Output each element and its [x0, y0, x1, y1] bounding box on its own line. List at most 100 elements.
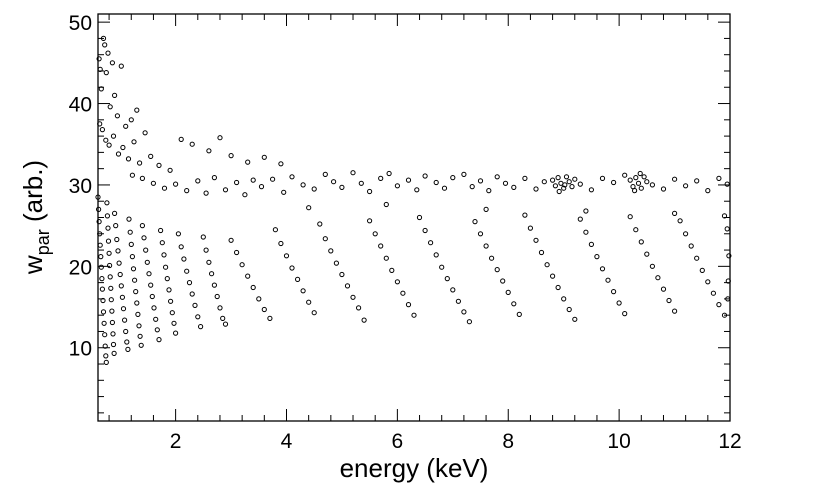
data-point [439, 264, 445, 270]
data-point [622, 172, 628, 178]
data-point [214, 293, 220, 300]
data-point [494, 267, 500, 273]
data-point [672, 210, 678, 216]
data-point [99, 286, 106, 292]
y-tick-labels: 10 20 30 40 50 [69, 12, 92, 361]
data-point [96, 56, 102, 62]
data-point [136, 323, 142, 329]
data-point [400, 290, 406, 296]
data-point [112, 92, 118, 99]
data-point [541, 179, 547, 185]
y-tick-label: 20 [69, 256, 92, 279]
data-point [114, 113, 121, 119]
data-point [378, 175, 384, 181]
data-point [699, 267, 705, 273]
data-point [153, 316, 159, 322]
data-point [358, 180, 364, 186]
data-point [450, 287, 456, 293]
data-point [154, 327, 160, 333]
data-point [483, 206, 489, 212]
data-point [433, 179, 439, 186]
data-point [331, 179, 337, 185]
data-point [433, 252, 439, 258]
data-point [505, 289, 511, 295]
data-point [716, 302, 722, 308]
data-point [217, 135, 223, 141]
data-point [441, 185, 448, 191]
data-point [200, 234, 206, 240]
data-point [178, 244, 184, 250]
data-point [97, 242, 103, 248]
data-point [120, 144, 126, 151]
data-point [178, 136, 184, 142]
data-point [144, 259, 150, 265]
data-point [555, 284, 561, 291]
axis-ticks [98, 14, 731, 421]
data-point [328, 248, 334, 254]
data-point [104, 200, 110, 206]
data-point [228, 153, 234, 159]
data-point [705, 279, 711, 285]
data-point [572, 176, 578, 182]
data-point [220, 315, 226, 321]
data-point [101, 320, 107, 326]
data-point [594, 254, 600, 260]
data-point [250, 177, 256, 183]
data-point [527, 225, 534, 231]
data-point [245, 273, 251, 279]
data-point [125, 156, 132, 162]
data-point [455, 298, 461, 304]
data-point [164, 276, 170, 282]
data-point [122, 317, 128, 323]
data-point [627, 214, 633, 220]
data-point [250, 284, 256, 291]
data-point [234, 179, 240, 186]
data-point [129, 172, 135, 178]
data-point [234, 249, 240, 256]
data-point [124, 339, 130, 345]
data-point [486, 188, 492, 194]
data-point [169, 310, 175, 316]
data-point [132, 277, 138, 283]
data-point [245, 159, 251, 165]
data-point [461, 171, 467, 177]
data-point [461, 309, 467, 315]
data-point [588, 187, 595, 193]
data-point [637, 170, 643, 177]
data-point [550, 177, 556, 183]
data-point [566, 179, 572, 185]
data-point [161, 185, 168, 191]
data-point [394, 183, 400, 189]
data-point [195, 314, 201, 320]
data-point [195, 178, 201, 184]
data-point [103, 353, 109, 359]
data-point [105, 225, 111, 231]
data-point [114, 236, 120, 243]
data-point [106, 142, 112, 148]
data-point [116, 260, 122, 266]
x-tick-label: 8 [502, 430, 514, 453]
data-point [599, 266, 606, 272]
y-axis-title-tail: (arb.) [18, 160, 48, 229]
data-point [134, 107, 140, 113]
data-point [716, 175, 722, 181]
data-point [522, 212, 528, 218]
data-point [117, 271, 123, 278]
x-tick-label: 4 [281, 430, 293, 453]
data-point [611, 289, 617, 295]
data-point [599, 175, 606, 181]
data-point [383, 201, 389, 208]
data-point [644, 251, 650, 257]
x-tick-label: 2 [170, 430, 182, 453]
data-point [644, 179, 650, 185]
data-point [572, 316, 578, 322]
data-point [150, 180, 156, 186]
data-point [128, 241, 134, 247]
data-point [141, 235, 147, 241]
data-point [123, 123, 129, 129]
data-point [168, 298, 174, 304]
data-point [469, 184, 475, 190]
data-point [128, 117, 134, 123]
data-point [494, 174, 500, 180]
